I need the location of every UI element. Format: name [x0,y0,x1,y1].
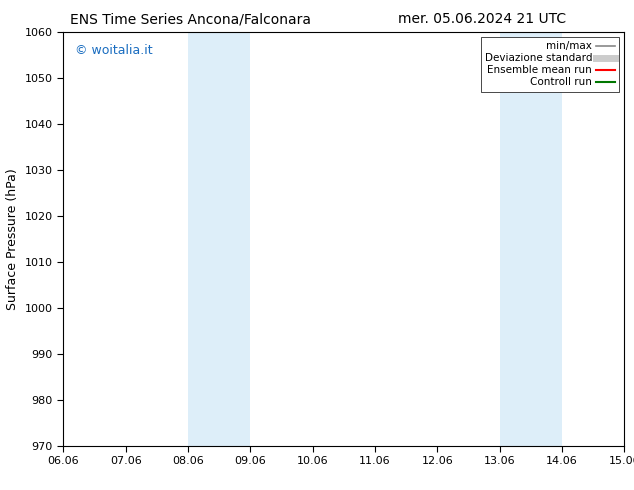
Text: © woitalia.it: © woitalia.it [75,44,152,57]
Text: mer. 05.06.2024 21 UTC: mer. 05.06.2024 21 UTC [398,12,566,26]
Y-axis label: Surface Pressure (hPa): Surface Pressure (hPa) [6,168,19,310]
Bar [500,32,562,446]
Text: ENS Time Series Ancona/Falconara: ENS Time Series Ancona/Falconara [70,12,311,26]
Bar [188,32,250,446]
Legend: min/max, Deviazione standard, Ensemble mean run, Controll run: min/max, Deviazione standard, Ensemble m… [481,37,619,92]
